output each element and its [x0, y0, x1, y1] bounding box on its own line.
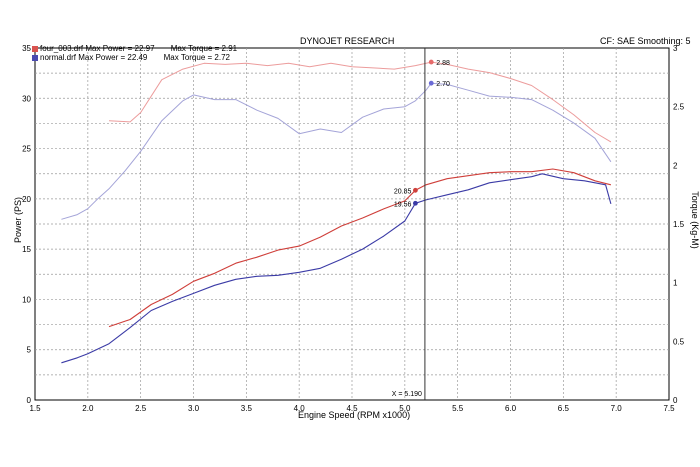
y2-tick-label: 3	[673, 44, 678, 53]
y-tick-label: 0	[27, 396, 32, 405]
x-tick-label: 3.5	[241, 404, 253, 413]
marker-dot	[428, 80, 434, 86]
x-tick-label: 6.5	[558, 404, 570, 413]
y2-tick-label: 2	[673, 161, 678, 170]
torque-line-normal	[61, 82, 612, 220]
power-line-normal	[61, 173, 612, 364]
x-tick-label: 4.0	[294, 404, 306, 413]
y-tick-label: 15	[22, 245, 31, 254]
y-tick-label: 25	[22, 145, 31, 154]
marker-label: 2.70	[436, 81, 450, 88]
legend-label-four-003: four_003.drf Max Power = 22.97	[40, 44, 155, 53]
y2-tick-label: 2.5	[673, 103, 685, 112]
y2-axis-title: Torque (Kg-M)	[690, 191, 700, 249]
x-tick-label: 5.0	[399, 404, 411, 413]
x-tick-label: 7.5	[663, 404, 675, 413]
legend-item-normal: normal.drf Max Power = 22.49 Max Torque …	[32, 53, 230, 62]
chart-settings: CF: SAE Smoothing: 5	[600, 36, 691, 46]
y-tick-label: 20	[22, 195, 31, 204]
y2-tick-label: 0	[673, 396, 678, 405]
legend-torque-four-003: Max Torque = 2.91	[170, 44, 238, 53]
x-tick-label: 1.5	[29, 404, 41, 413]
y2-tick-label: 1	[673, 279, 678, 288]
legend-item-four-003: four_003.drf Max Power = 22.97 Max Torqu…	[32, 44, 237, 53]
x-axis-title: Engine Speed (RPM x1000)	[298, 410, 411, 420]
chart-title: DYNOJET RESEARCH	[300, 36, 395, 46]
x-tick-label: 6.0	[505, 404, 517, 413]
marker-dot	[413, 187, 418, 193]
power-line-four-003	[108, 168, 612, 328]
x-tick-label: 3.0	[188, 404, 200, 413]
marker-label: 19.56	[394, 201, 412, 208]
y2-tick-label: 1.5	[673, 220, 685, 229]
legend-label-normal: normal.drf Max Power = 22.49	[40, 53, 148, 62]
legend-swatch-red	[32, 45, 38, 52]
y-tick-label: 5	[27, 346, 32, 355]
torque-line-four-003	[108, 61, 612, 143]
x-tick-label: 7.0	[611, 404, 623, 413]
y-tick-label: 35	[22, 44, 31, 53]
marker-dot	[428, 59, 434, 65]
legend-swatch-blue	[32, 54, 38, 61]
marker-dot	[413, 200, 418, 206]
y-tick-label: 30	[22, 94, 31, 103]
x-tick-label: 2.5	[135, 404, 147, 413]
marker-label: 20.85	[394, 188, 412, 195]
legend-torque-normal: Max Torque = 2.72	[163, 53, 230, 62]
x-tick-label: 4.5	[346, 404, 358, 413]
y-tick-label: 10	[22, 295, 31, 304]
marker-label: 2.88	[436, 60, 450, 67]
x-tick-label: 5.5	[452, 404, 464, 413]
y2-tick-label: 0.5	[673, 337, 685, 346]
x-tick-label: 2.0	[82, 404, 94, 413]
cursor-label: X = 5.190	[392, 391, 422, 398]
y-axis-title: Power (PS)	[13, 197, 23, 244]
